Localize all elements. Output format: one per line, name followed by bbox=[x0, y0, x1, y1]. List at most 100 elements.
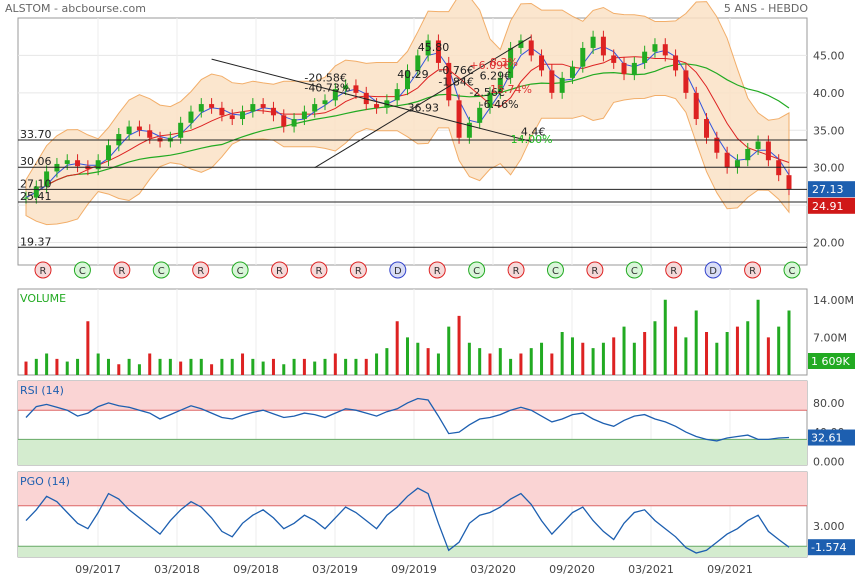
candle-body bbox=[126, 126, 132, 135]
annotation-label: 15.74% bbox=[490, 83, 532, 96]
signal-marker bbox=[546, 261, 564, 279]
signal-label: R bbox=[118, 266, 125, 277]
signal-label: D bbox=[709, 266, 717, 277]
y-tick-label: 80.00 bbox=[813, 397, 845, 410]
candle-body bbox=[569, 66, 575, 78]
annotation-label: -1.84€ bbox=[438, 75, 473, 88]
candle-body bbox=[95, 160, 101, 170]
candle-body bbox=[528, 40, 534, 56]
candle-body bbox=[487, 92, 493, 108]
signal-label: R bbox=[276, 266, 283, 277]
annotation-label: 40.29 bbox=[397, 68, 429, 81]
pgo-line bbox=[25, 487, 790, 554]
last-close-label: 27.13 bbox=[812, 183, 844, 196]
last-close-badge bbox=[808, 181, 855, 198]
candle-body bbox=[724, 152, 730, 168]
volume-bar bbox=[251, 358, 255, 375]
volume-bar bbox=[478, 348, 482, 375]
signal-marker bbox=[468, 261, 486, 279]
volume-bar bbox=[333, 353, 337, 375]
y-tick-label: 30.00 bbox=[813, 162, 845, 175]
volume-bar bbox=[756, 299, 760, 375]
candle-body bbox=[33, 186, 39, 198]
volume-bar bbox=[220, 358, 224, 375]
supertrend-label: 24.91 bbox=[812, 200, 844, 213]
signal-label: C bbox=[631, 266, 638, 277]
candle-body bbox=[44, 171, 50, 187]
signal-marker bbox=[507, 261, 525, 279]
volume-bar bbox=[210, 364, 214, 375]
volume-bar bbox=[529, 348, 533, 375]
candle-body bbox=[734, 160, 740, 168]
rsi-overbought-zone bbox=[18, 381, 807, 411]
x-tick-label: 09/2018 bbox=[233, 563, 279, 576]
volume-bar bbox=[498, 348, 502, 375]
volume-bar bbox=[746, 321, 750, 375]
signal-label: R bbox=[197, 266, 204, 277]
pgo-overbought-zone bbox=[18, 472, 807, 506]
trend-line bbox=[211, 58, 532, 142]
volume-bar bbox=[581, 342, 585, 375]
rsi-title: RSI (14) bbox=[20, 384, 64, 397]
pgo-title: PGO (14) bbox=[20, 475, 70, 488]
signal-marker bbox=[271, 261, 289, 279]
candle-body bbox=[75, 160, 81, 167]
annotation-label: -0.76€ bbox=[438, 64, 473, 77]
volume-bar bbox=[34, 358, 38, 375]
volume-bar bbox=[158, 358, 162, 375]
volume-bar bbox=[509, 358, 513, 375]
signal-marker bbox=[192, 261, 210, 279]
annotation-label: -2.56€ bbox=[469, 86, 504, 99]
volume-bar bbox=[292, 358, 296, 375]
x-ticks-layer: 09/2017 03/2018 09/2018 03/2019 09/2019 03/20… bbox=[75, 563, 753, 576]
volume-bar bbox=[705, 332, 709, 375]
volume-layer: VOLUME 7.00M 14.00M 1 609K bbox=[20, 292, 855, 375]
volume-bar bbox=[385, 348, 389, 375]
signal-label: C bbox=[237, 266, 244, 277]
volume-bar bbox=[777, 326, 781, 375]
volume-bar bbox=[86, 321, 90, 375]
candle-body bbox=[23, 197, 29, 199]
candle-body bbox=[539, 55, 545, 71]
chart-period: 5 ANS - HEBDO bbox=[723, 2, 808, 15]
x-tick-label: 03/2018 bbox=[154, 563, 200, 576]
candle-body bbox=[642, 51, 648, 63]
y-tick-label: 45.00 bbox=[813, 49, 845, 62]
volume-bar bbox=[395, 321, 399, 375]
candle-body bbox=[621, 62, 627, 75]
volume-bar bbox=[622, 326, 626, 375]
volume-bar bbox=[601, 342, 605, 375]
signal-label: C bbox=[473, 266, 480, 277]
volume-bar bbox=[282, 364, 286, 375]
signal-label: R bbox=[513, 266, 520, 277]
signal-marker bbox=[783, 261, 801, 279]
candle-body bbox=[105, 145, 111, 161]
candle-body bbox=[219, 107, 225, 116]
candle-body bbox=[250, 104, 256, 112]
volume-bar bbox=[313, 361, 317, 375]
volume-bar bbox=[457, 315, 461, 375]
candle-body bbox=[209, 104, 215, 108]
volume-bar bbox=[715, 342, 719, 375]
pgo-layer: PGO (14)0.0003.000-1.574 bbox=[18, 472, 855, 557]
y-tick-label: 7.00M bbox=[813, 331, 847, 344]
candle-body bbox=[611, 55, 617, 63]
candle-body bbox=[704, 119, 710, 138]
signal-label: R bbox=[315, 266, 322, 277]
candle-body bbox=[178, 122, 184, 138]
level-label: 27.10 bbox=[20, 177, 52, 190]
candle-body bbox=[631, 62, 637, 75]
candle-body bbox=[363, 92, 369, 105]
volume-title: VOLUME bbox=[20, 292, 66, 305]
signal-label: R bbox=[591, 266, 598, 277]
chart-title: ALSTOM - abcbourse.com bbox=[5, 2, 146, 15]
x-tick-label: 03/2021 bbox=[628, 563, 674, 576]
annotation-label: -20.58€ bbox=[304, 72, 346, 85]
candle-body bbox=[559, 77, 565, 93]
volume-bar bbox=[467, 342, 471, 375]
y-tick-label: 35.00 bbox=[813, 124, 845, 137]
signal-label: C bbox=[552, 266, 559, 277]
signal-label: R bbox=[355, 266, 362, 277]
signal-marker bbox=[744, 261, 762, 279]
